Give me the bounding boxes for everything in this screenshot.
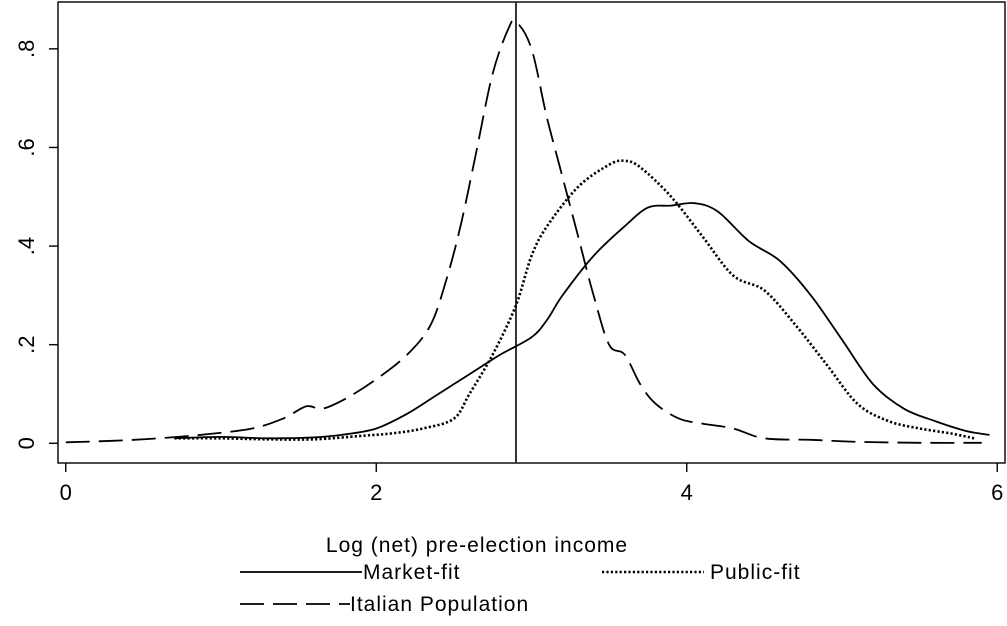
series-line-public-fit — [174, 159, 975, 441]
y-axis: 0 .2 .4 .6 .8 — [14, 40, 58, 449]
y-tick-label: .6 — [14, 138, 39, 156]
legend-label: Public-fit — [710, 561, 801, 584]
series-line-market-fit — [174, 202, 990, 440]
x-tick-label: 6 — [991, 480, 1003, 505]
series-layer — [65, 19, 990, 444]
y-tick-label: .2 — [14, 335, 39, 353]
y-tick-label: .4 — [14, 237, 39, 255]
x-axis-title: Log (net) pre-election income — [326, 534, 628, 557]
legend: Market-fit Public-fit Italian Population — [240, 561, 801, 616]
plot-frame — [57, 1, 1006, 464]
y-tick-label: 0 — [14, 437, 39, 449]
x-tick-label: 4 — [681, 480, 693, 505]
x-tick-label: 2 — [370, 480, 382, 505]
y-tick-label: .8 — [14, 40, 39, 58]
legend-label: Market-fit — [363, 561, 461, 584]
x-tick-label: 0 — [60, 480, 72, 505]
legend-label: Italian Population — [350, 593, 529, 616]
series-line-italian-population — [65, 19, 982, 444]
x-axis: 0 2 4 6 — [60, 463, 1003, 505]
